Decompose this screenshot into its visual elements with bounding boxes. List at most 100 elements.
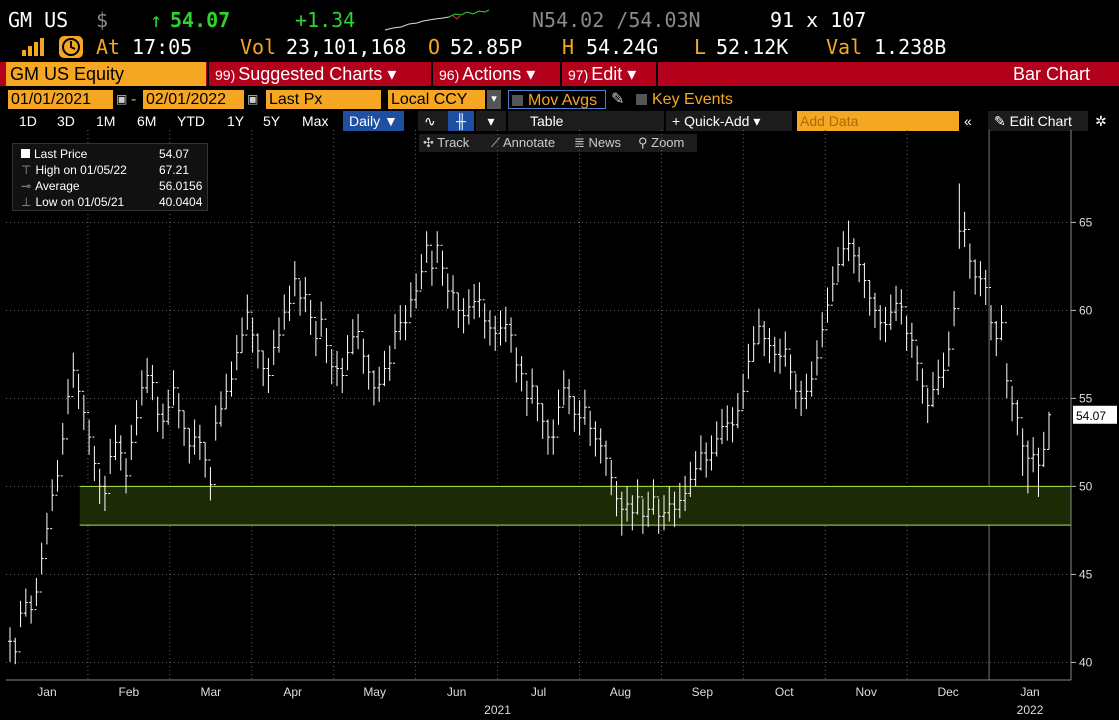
- price-bar: [978, 261, 983, 297]
- price-bar: [102, 475, 107, 512]
- price-bar: [909, 322, 914, 358]
- quick-add-button[interactable]: + Quick-Add ▾: [666, 111, 792, 131]
- security-field[interactable]: GM US Equity: [6, 62, 206, 86]
- price-bar: [345, 335, 350, 377]
- mov-avgs-toggle[interactable]: Mov Avgs: [508, 90, 606, 109]
- price-bar: [419, 254, 424, 292]
- calendar-icon[interactable]: ▣: [116, 92, 128, 106]
- legend-low: ⊥ Low on 01/05/21: [21, 194, 124, 210]
- suggested-charts-menu[interactable]: 99) Suggested Charts ▾: [209, 62, 429, 86]
- price-bar: [440, 244, 445, 286]
- price-bar: [139, 370, 144, 419]
- price-bar: [319, 301, 324, 340]
- toolbar-divider: [560, 62, 562, 86]
- price-bar: [350, 319, 355, 355]
- price-bar: [930, 372, 935, 408]
- price-bar: [799, 380, 804, 416]
- annotate-tool[interactable]: ⟋ Annotate: [491, 134, 555, 152]
- ticker-label[interactable]: GM US: [8, 8, 69, 32]
- price-bar: [851, 238, 856, 274]
- price-bar: [725, 405, 730, 441]
- price-bar: [208, 459, 213, 501]
- x-year-label: 2022: [1017, 703, 1044, 717]
- price-bar: [371, 370, 376, 406]
- start-date-field[interactable]: 01/01/2021: [8, 90, 113, 109]
- chart-grid: [6, 130, 1071, 680]
- price-bar: [577, 400, 582, 436]
- period-3d[interactable]: 3D: [57, 113, 75, 129]
- alert-clock-icon[interactable]: [58, 35, 84, 59]
- price-bar: [614, 477, 619, 517]
- edit-code: 97): [568, 67, 589, 83]
- annotate-icon: ⟋: [491, 135, 503, 150]
- table-button[interactable]: Table: [508, 111, 664, 131]
- x-month-label: Nov: [856, 685, 877, 699]
- period-1d[interactable]: 1D: [19, 113, 37, 129]
- settings-gear-icon[interactable]: ✲: [1095, 113, 1107, 129]
- price-bar: [18, 600, 23, 653]
- low-marker-icon: ⊥: [21, 195, 32, 209]
- price-bar: [952, 291, 957, 350]
- price-change: +1.34: [295, 8, 356, 32]
- end-date-field[interactable]: 02/01/2022: [143, 90, 244, 109]
- y-tick-label: 45: [1079, 567, 1093, 581]
- period-1y[interactable]: 1Y: [227, 113, 245, 129]
- price-bar: [34, 577, 39, 611]
- price-bar: [44, 512, 49, 560]
- chart-style-dropdown[interactable]: ▾: [476, 111, 506, 131]
- bid-ask: N54.02 /54.03N: [532, 8, 701, 32]
- collapse-icon[interactable]: «: [964, 113, 972, 129]
- price-bar: [71, 352, 76, 398]
- price-bar: [298, 278, 303, 316]
- edit-menu[interactable]: 97) Edit ▾: [562, 62, 654, 86]
- period-1m[interactable]: 1M: [96, 113, 116, 129]
- price-bar: [783, 331, 788, 367]
- price-bar: [282, 294, 287, 336]
- price-bar: [50, 479, 55, 530]
- period-max[interactable]: Max: [302, 113, 329, 129]
- price-bar: [113, 424, 118, 460]
- add-data-input[interactable]: Add Data: [797, 111, 959, 131]
- zoom-tool[interactable]: ⚲ Zoom: [638, 134, 684, 152]
- price-bar: [741, 373, 746, 412]
- price-chart[interactable]: 40 45 50 55 60 65 54.07 Jan Feb Mar Apr May Jun Jul A…: [0, 130, 1119, 720]
- track-tool[interactable]: ✣ Track: [423, 134, 469, 152]
- price-bar: [804, 373, 809, 409]
- currency-select[interactable]: Local CCY: [388, 90, 485, 109]
- key-events-toggle[interactable]: Key Events: [636, 90, 733, 109]
- calendar-icon[interactable]: ▣: [247, 92, 259, 106]
- price-bar: [936, 359, 941, 395]
- period-6m[interactable]: 6M: [137, 113, 157, 129]
- price-bar: [593, 421, 598, 457]
- period-5y[interactable]: 5Y: [263, 113, 281, 129]
- price-bar: [514, 334, 519, 383]
- price-bar: [234, 335, 239, 380]
- actions-code: 96): [439, 67, 460, 83]
- x-month-label: Oct: [775, 685, 794, 699]
- price-bar: [1025, 440, 1030, 494]
- x-year-label: 2021: [484, 703, 511, 717]
- edit-chart-button[interactable]: ✎ Edit Chart: [988, 111, 1088, 131]
- price-bar: [688, 461, 693, 497]
- actions-menu[interactable]: 96) Actions ▾: [433, 62, 558, 86]
- price-bar: [487, 310, 492, 346]
- price-field-select[interactable]: Last Px: [266, 90, 381, 109]
- price-bar: [656, 496, 661, 534]
- x-month-label: Jul: [531, 685, 546, 699]
- price-bar: [498, 310, 503, 346]
- suggested-charts-label: Suggested Charts ▾: [238, 64, 397, 84]
- white-swatch-icon: [21, 149, 30, 158]
- price-bar: [445, 267, 450, 309]
- period-ytd[interactable]: YTD: [177, 113, 205, 129]
- low-label: L: [694, 35, 707, 59]
- price-bar: [677, 482, 682, 519]
- chevron-down-icon[interactable]: ▾: [487, 90, 501, 109]
- bar-chart-icon[interactable]: ╫: [448, 111, 474, 131]
- line-chart-icon[interactable]: ∿: [418, 111, 448, 131]
- frequency-select[interactable]: Daily ▼: [343, 111, 404, 131]
- price-bar: [709, 435, 714, 471]
- price-bar: [983, 269, 988, 306]
- pencil-icon[interactable]: ✎: [611, 91, 625, 108]
- key-events-label: Key Events: [652, 91, 733, 108]
- price-bar: [340, 357, 345, 394]
